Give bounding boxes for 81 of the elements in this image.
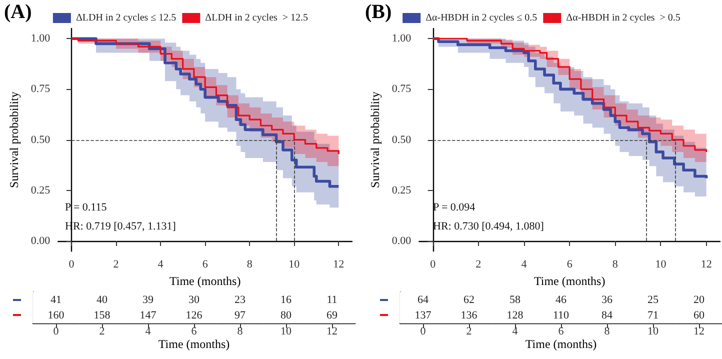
data-label: 60	[694, 309, 705, 322]
data-label: 46	[556, 294, 567, 306]
x-tick-label: 4	[158, 258, 164, 271]
data-label: 11	[326, 294, 338, 306]
x-tick-label: 0	[68, 258, 75, 271]
y-tick-label: 0.50	[30, 134, 51, 146]
y-tick-label: 0.75	[30, 83, 51, 96]
x-tick-label: 8	[246, 258, 253, 271]
x-tick-label: 2	[466, 326, 472, 338]
y-tick-label: 0.50	[392, 134, 412, 146]
x-tick-label: 10	[655, 258, 667, 271]
x-axis-title: Time (months)	[169, 274, 241, 288]
annotation: P = 0.094	[433, 202, 476, 214]
x-tick-label: 12	[694, 326, 704, 338]
x-tick-label: 4	[521, 258, 528, 271]
data-label: 137	[414, 309, 432, 322]
data-label: 20	[694, 294, 705, 306]
x-tick-label: 6	[202, 258, 208, 271]
x-axis-title: Time (months)	[158, 337, 230, 352]
data-label: 58	[510, 294, 521, 306]
x-tick-label: 6	[191, 326, 198, 338]
data-label: 136	[460, 309, 478, 322]
y-tick-label: 1.00	[392, 32, 412, 45]
annotation: HR: 0.730 [0.494, 1.080]	[433, 220, 544, 232]
x-tick-label: 12	[326, 326, 338, 338]
data-label: 126	[186, 309, 203, 322]
x-tick-label: 4	[145, 326, 152, 338]
x-tick-label: 4	[512, 326, 518, 338]
y-axis-title: Survival probability	[7, 92, 21, 188]
legend-label: Δα-HBDH in 2 cycles > 0.5	[566, 12, 680, 24]
data-label: 25	[648, 294, 659, 306]
data-label: 147	[140, 309, 157, 322]
data-label: 16	[280, 294, 292, 306]
x-tick-label: 0	[420, 326, 426, 338]
x-tick-label: 10	[648, 326, 659, 338]
legend-label: ΔLDH in 2 cycles > 12.5	[205, 12, 308, 24]
x-tick-label: 8	[604, 326, 610, 338]
x-tick-label: 0	[430, 258, 436, 271]
data-label: 41	[50, 294, 62, 306]
data-label: 40	[96, 294, 108, 306]
data-label: 39	[142, 294, 154, 306]
data-label: 36	[602, 294, 613, 306]
y-tick-label: 1.00	[30, 32, 51, 45]
x-tick-label: 6	[566, 258, 573, 271]
data-label: 64	[418, 294, 429, 306]
x-tick-label: 8	[237, 326, 244, 338]
data-label: 23	[234, 294, 246, 306]
data-label: 128	[506, 309, 524, 322]
x-tick-label: 2	[476, 258, 482, 271]
data-label: 110	[552, 309, 570, 322]
y-tick-label: 0.00	[392, 234, 412, 247]
x-tick-label: 2	[99, 326, 105, 338]
x-tick-label: 8	[612, 258, 618, 271]
chart-title: (B)	[365, 1, 392, 23]
data-label: 62	[464, 294, 474, 306]
data-label: 160	[48, 309, 65, 322]
x-axis-title: Time (months)	[525, 337, 597, 352]
data-label: 71	[648, 309, 658, 322]
x-tick-label: 2	[113, 258, 119, 271]
x-tick-label: 10	[288, 258, 300, 271]
legend-label: Δα-HBDH in 2 cycles ≤ 0.5	[426, 12, 538, 24]
y-tick-label: 0.25	[30, 184, 51, 196]
y-tick-label: 0.25	[392, 184, 412, 196]
x-axis-title: Time (months)	[534, 274, 606, 288]
y-tick-label: 0.75	[392, 83, 412, 96]
y-tick-label: 0.00	[30, 234, 51, 247]
y-axis-title: Survival probability	[368, 92, 382, 188]
x-tick-label: 10	[280, 326, 292, 338]
x-tick-label: 0	[53, 326, 60, 338]
annotation: P = 0.115	[65, 202, 108, 214]
data-label: 69	[326, 309, 338, 322]
x-tick-label: 12	[333, 258, 344, 271]
data-label: 84	[602, 309, 613, 322]
legend-label: ΔLDH in 2 cycles ≤ 12.5	[76, 12, 176, 24]
x-tick-label: 12	[700, 258, 712, 271]
data-label: 30	[188, 294, 200, 306]
chart-title: (A)	[4, 1, 32, 23]
x-tick-label: 6	[558, 326, 564, 338]
data-label: 158	[94, 309, 111, 322]
data-label: 97	[234, 309, 246, 322]
data-label: 80	[280, 309, 292, 322]
